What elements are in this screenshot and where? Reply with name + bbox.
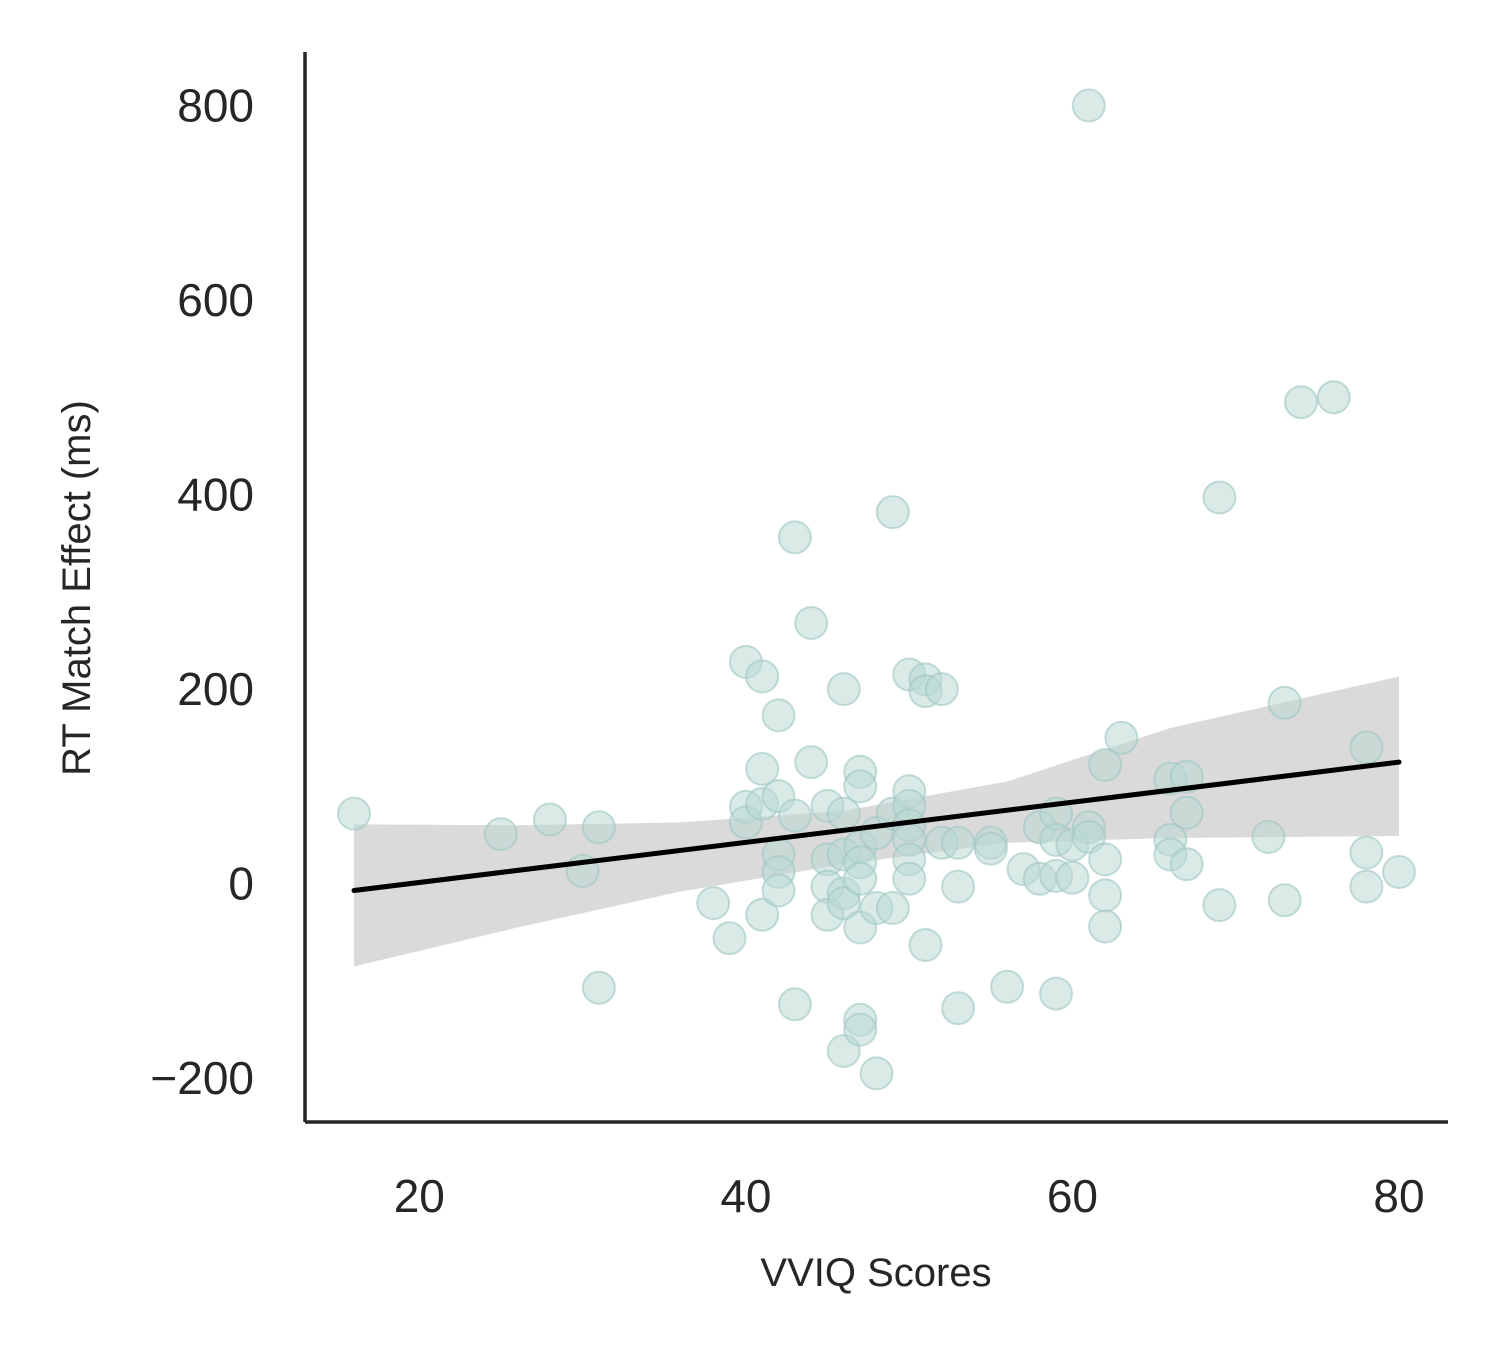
data-point xyxy=(696,886,731,921)
data-point xyxy=(761,873,796,908)
regression-line xyxy=(351,759,1402,893)
data-point xyxy=(826,672,861,707)
data-point xyxy=(1267,883,1302,918)
regression-line-layer xyxy=(351,759,1402,893)
x-tick-label: 60 xyxy=(1047,1170,1098,1222)
y-tick-label: −200 xyxy=(150,1052,254,1104)
data-point xyxy=(1088,748,1123,782)
data-point xyxy=(1055,860,1090,895)
data-point xyxy=(761,698,796,733)
data-point xyxy=(973,831,1008,866)
y-axis-title: RT Match Effect (ms) xyxy=(55,400,99,776)
y-tick-label: 800 xyxy=(177,80,254,132)
data-point xyxy=(1088,909,1123,944)
data-point xyxy=(1169,795,1204,830)
data-point xyxy=(843,769,878,804)
data-point xyxy=(777,987,812,1022)
data-point xyxy=(483,817,518,852)
data-point xyxy=(745,751,780,786)
data-point xyxy=(1202,888,1237,923)
data-point xyxy=(1071,88,1106,123)
data-point xyxy=(745,897,780,932)
data-point xyxy=(1039,976,1074,1011)
y-tick-label: 0 xyxy=(228,858,254,910)
y-tick-labels: −200 0 200 400 600 800 xyxy=(150,80,254,1105)
data-point xyxy=(924,672,959,707)
data-point xyxy=(581,970,616,1005)
data-point xyxy=(908,928,943,962)
data-point xyxy=(1104,720,1139,755)
data-point xyxy=(1088,878,1123,913)
y-tick-label: 400 xyxy=(177,469,254,521)
data-point xyxy=(859,1056,894,1091)
data-point xyxy=(1169,847,1204,882)
axes-layer xyxy=(303,52,1448,1124)
data-point xyxy=(1284,385,1318,420)
data-point xyxy=(892,861,927,896)
data-point xyxy=(1349,869,1384,904)
data-point xyxy=(712,921,747,956)
data-point xyxy=(875,891,910,925)
data-point xyxy=(777,798,812,833)
data-point xyxy=(875,495,910,530)
data-point xyxy=(1349,835,1384,870)
x-tick-labels: 20 40 60 80 xyxy=(394,1170,1425,1222)
data-point xyxy=(1267,685,1302,720)
data-point xyxy=(843,861,878,896)
y-tick-label: 200 xyxy=(177,663,254,715)
data-point xyxy=(337,796,371,831)
x-axis-title: VVIQ Scores xyxy=(760,1251,991,1295)
data-point xyxy=(1382,855,1416,889)
data-point xyxy=(941,991,976,1026)
data-point xyxy=(1251,820,1286,854)
data-point xyxy=(843,1012,878,1047)
data-point xyxy=(745,659,780,694)
data-point xyxy=(532,802,567,837)
y-tick-label: 600 xyxy=(177,274,254,326)
data-point xyxy=(941,825,976,860)
data-point xyxy=(794,606,829,640)
x-tick-label: 40 xyxy=(720,1170,771,1222)
x-tick-label: 20 xyxy=(394,1170,445,1222)
data-point xyxy=(1202,480,1237,515)
data-point xyxy=(990,969,1025,1004)
data-point xyxy=(1349,730,1384,765)
data-point xyxy=(581,810,616,845)
points-layer xyxy=(337,88,1416,1091)
data-point xyxy=(777,520,812,555)
data-point xyxy=(1088,842,1123,877)
x-tick-label: 80 xyxy=(1373,1170,1424,1222)
data-point xyxy=(1316,380,1351,415)
data-point xyxy=(941,869,976,904)
data-point xyxy=(794,745,829,780)
data-point xyxy=(826,886,861,921)
